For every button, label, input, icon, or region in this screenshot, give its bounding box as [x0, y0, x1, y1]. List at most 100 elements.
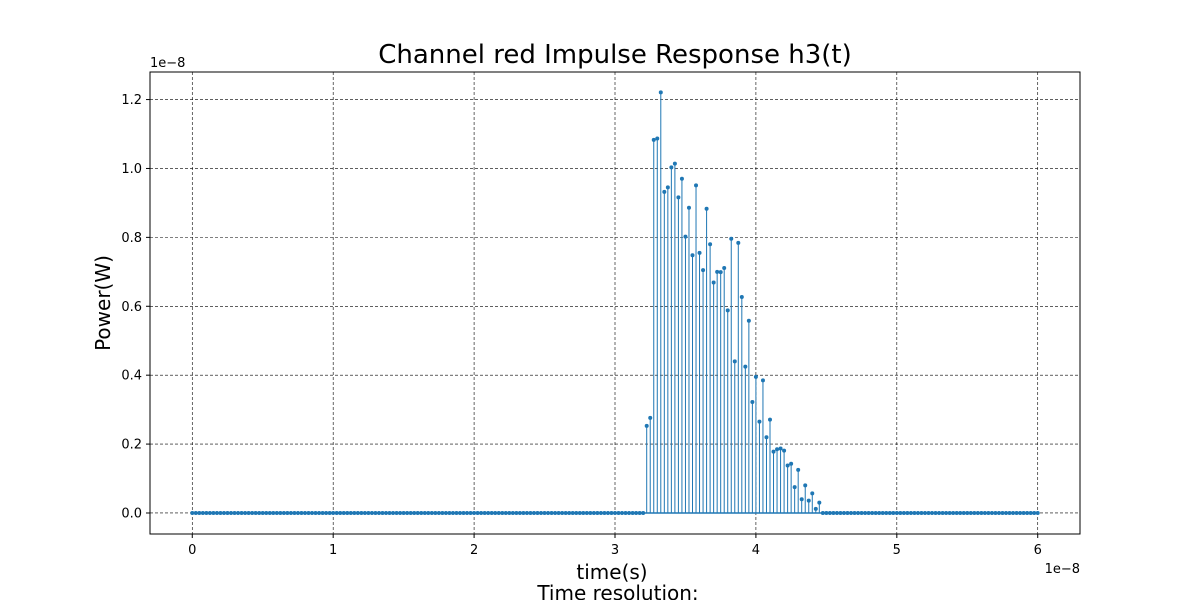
stem-marker — [334, 510, 339, 515]
stem-marker — [352, 510, 357, 515]
stem-marker — [190, 510, 195, 515]
stem-marker — [313, 510, 318, 515]
stem-marker — [739, 294, 744, 299]
stem-marker — [996, 510, 1001, 515]
stem-marker — [278, 510, 283, 515]
stem-marker — [701, 268, 706, 273]
stem-marker — [859, 510, 864, 515]
stem-marker — [644, 423, 649, 428]
stem-marker — [546, 510, 551, 515]
stem-marker — [362, 510, 367, 515]
stem-marker — [253, 510, 258, 515]
stem-marker — [250, 510, 255, 515]
stem-marker — [553, 510, 558, 515]
x-tick-label: 0 — [188, 543, 196, 558]
stem-marker — [292, 510, 297, 515]
stem-marker — [655, 136, 660, 141]
stem-marker — [475, 510, 480, 515]
stem-marker — [214, 510, 219, 515]
stem-marker — [447, 510, 452, 515]
stem-marker — [1025, 510, 1030, 515]
stem-marker — [894, 510, 899, 515]
stem-marker — [401, 510, 406, 515]
stem-series — [190, 90, 1040, 515]
stem-marker — [944, 510, 949, 515]
x-axis-label: time(s) — [576, 560, 647, 584]
stem-marker — [303, 510, 307, 515]
stem-marker — [750, 400, 755, 405]
stem-marker — [320, 510, 325, 515]
stem-marker — [528, 510, 533, 515]
stem-marker — [472, 510, 477, 515]
stem-marker — [398, 510, 403, 515]
stem-marker — [507, 510, 512, 515]
stem-marker — [200, 510, 205, 515]
stem-marker — [637, 510, 642, 515]
stem-marker — [803, 483, 808, 488]
stem-marker — [422, 510, 427, 515]
stem-marker — [1000, 510, 1005, 515]
stem-marker — [877, 510, 882, 515]
stem-marker — [584, 510, 589, 515]
stem-marker — [613, 510, 617, 515]
stem-marker — [443, 510, 448, 515]
x-tick-label: 3 — [611, 543, 619, 558]
stem-marker — [433, 510, 438, 515]
x-tick-label: 2 — [470, 543, 478, 558]
stem-marker — [267, 510, 272, 515]
stem-marker — [1014, 510, 1019, 515]
stem-marker — [933, 510, 938, 515]
stem-marker — [845, 510, 850, 515]
stem-marker — [975, 510, 980, 515]
stem-marker — [274, 510, 279, 515]
time-resolution-label: Time resolution: — [536, 581, 698, 600]
stem-marker — [207, 510, 212, 515]
stem-marker — [514, 510, 519, 515]
x-offset-label: 1e−8 — [1045, 562, 1080, 577]
stem-marker — [419, 510, 424, 515]
stem-marker — [993, 510, 998, 515]
stem-marker — [764, 435, 769, 440]
stem-marker — [968, 510, 973, 515]
stem-marker — [285, 510, 290, 515]
x-tick-label: 4 — [752, 543, 760, 558]
stem-marker — [630, 510, 635, 515]
stem-marker — [1018, 510, 1023, 515]
stem-marker — [232, 510, 237, 515]
grid-lines — [150, 72, 1080, 534]
stem-marker — [880, 510, 885, 515]
stem-marker — [394, 510, 399, 515]
stem-marker — [257, 510, 262, 515]
stem-marker — [887, 510, 892, 515]
stem-marker — [239, 510, 244, 515]
stem-marker — [905, 510, 910, 515]
stem-marker — [641, 510, 646, 515]
stem-marker — [197, 510, 202, 515]
stem-marker — [535, 510, 540, 515]
stem-marker — [686, 205, 691, 210]
stem-marker — [796, 467, 801, 472]
stem-marker — [683, 234, 688, 239]
stem-marker — [778, 446, 783, 451]
stem-marker — [450, 510, 455, 515]
stem-marker — [405, 510, 410, 515]
stem-marker — [221, 510, 226, 515]
stem-marker — [648, 415, 653, 420]
stem-marker — [757, 419, 762, 424]
stem-marker — [454, 510, 459, 515]
stem-marker — [961, 510, 966, 515]
stem-marker — [817, 500, 822, 505]
stem-marker — [651, 137, 656, 142]
stem-marker — [954, 510, 959, 515]
stem-marker — [813, 506, 818, 511]
stem-marker — [1021, 510, 1026, 515]
y-axis-label: Power(W) — [91, 255, 115, 351]
stem-marker — [236, 510, 241, 515]
y-tick-label: 0.8 — [121, 231, 142, 246]
stem-marker — [898, 510, 903, 515]
stem-marker — [359, 510, 364, 515]
x-tick-label: 1 — [329, 543, 337, 558]
stem-marker — [510, 510, 515, 515]
stem-marker — [891, 510, 896, 515]
stem-marker — [923, 510, 927, 515]
